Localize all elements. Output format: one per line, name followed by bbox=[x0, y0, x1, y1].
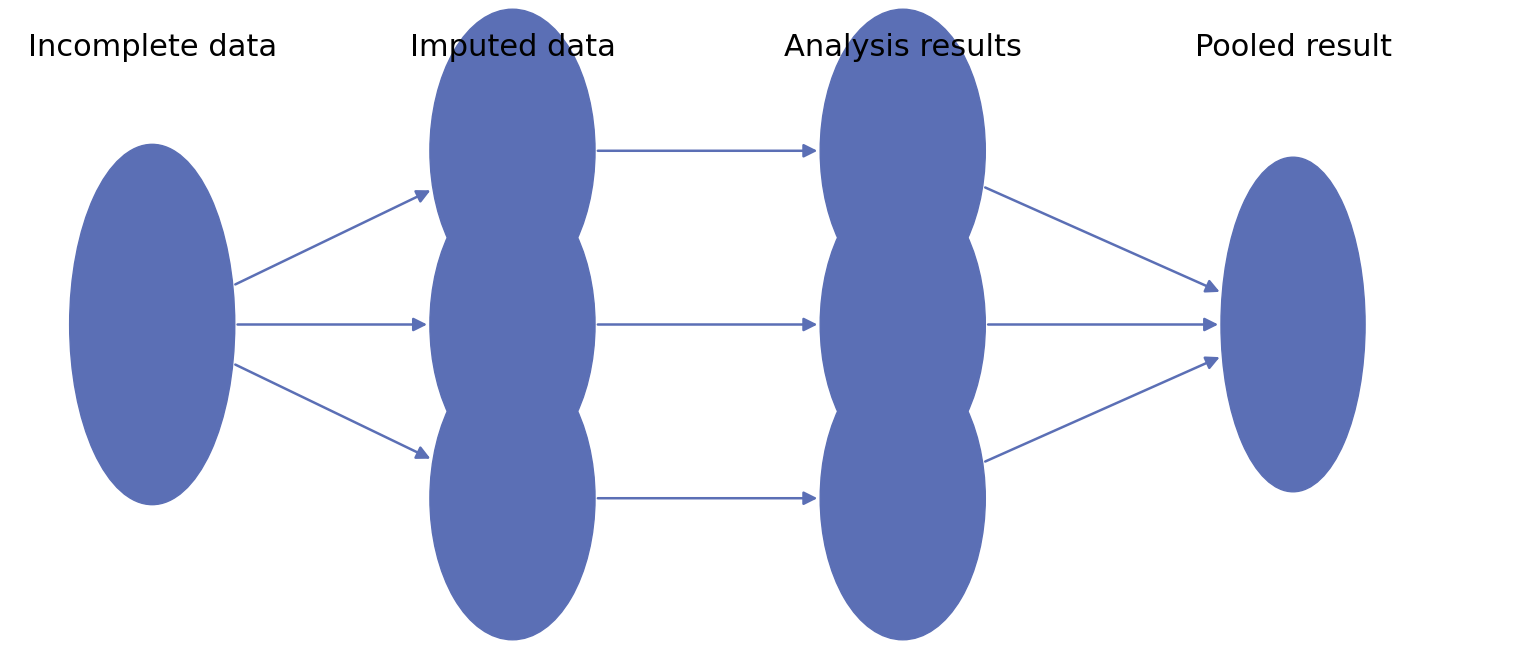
Ellipse shape bbox=[1221, 157, 1366, 492]
Text: Imputed data: Imputed data bbox=[410, 33, 616, 62]
Text: Analysis results: Analysis results bbox=[783, 33, 1021, 62]
Text: Incomplete data: Incomplete data bbox=[28, 33, 276, 62]
Ellipse shape bbox=[820, 9, 985, 292]
Text: Pooled result: Pooled result bbox=[1195, 33, 1392, 62]
Ellipse shape bbox=[430, 357, 594, 640]
Ellipse shape bbox=[820, 183, 985, 466]
Ellipse shape bbox=[69, 144, 235, 505]
Ellipse shape bbox=[820, 357, 985, 640]
Ellipse shape bbox=[430, 183, 594, 466]
Ellipse shape bbox=[430, 9, 594, 292]
